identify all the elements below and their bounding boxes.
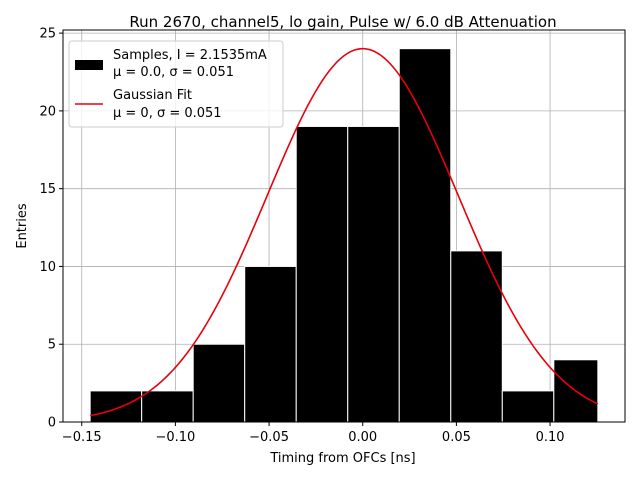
- legend-box: [68, 40, 284, 128]
- histogram-bar: [450, 250, 503, 423]
- x-tick-label: −0.10: [155, 430, 195, 445]
- histogram-bar: [347, 125, 400, 423]
- x-tick-label: −0.15: [62, 430, 102, 445]
- y-axis-label: Entries: [15, 203, 30, 249]
- gaussian-fit: [90, 47, 599, 417]
- y-tick-label: 20: [39, 104, 56, 119]
- x-tick-label: 0.00: [348, 430, 377, 445]
- histogram-bars: [89, 48, 599, 423]
- x-tick-label: −0.05: [249, 430, 289, 445]
- legend-samples-label: Samples, I = 2.1535mA: [113, 48, 267, 63]
- histogram-bar: [141, 390, 194, 423]
- y-tick-label: 10: [39, 260, 56, 275]
- legend: Samples, I = 2.1535mA μ = 0.0, σ = 0.051…: [68, 40, 284, 128]
- plot-frame: [62, 29, 626, 423]
- histogram-bar: [244, 265, 297, 423]
- gaussian-fit-line: [90, 47, 599, 417]
- x-tick-label: 0.10: [536, 430, 565, 445]
- y-tick-label: 15: [39, 182, 56, 197]
- histogram-bar: [192, 343, 246, 423]
- histogram-bar: [89, 390, 143, 423]
- legend-samples-stats: μ = 0.0, σ = 0.051: [113, 65, 234, 80]
- x-tick-label: 0.05: [442, 430, 471, 445]
- histogram-bar: [501, 390, 555, 423]
- y-tick-label: 0: [48, 416, 56, 431]
- y-tick-label: 5: [48, 338, 56, 353]
- chart-title: Run 2670, channel5, lo gain, Pulse w/ 6.…: [129, 13, 556, 31]
- y-tick-label: 25: [39, 27, 56, 42]
- legend-fit-label: Gaussian Fit: [113, 88, 192, 103]
- y-axis-ticks: 0 5 10 15 20 25: [39, 27, 63, 431]
- histogram-bar: [398, 48, 452, 423]
- x-axis-ticks: −0.15 −0.10 −0.05 0.00 0.05 0.10: [62, 422, 565, 445]
- x-axis-label: Timing from OFCs [ns]: [269, 451, 415, 466]
- legend-fit-stats: μ = 0, σ = 0.051: [113, 106, 222, 121]
- histogram-bar: [295, 125, 349, 423]
- legend-bar-swatch: [75, 60, 103, 70]
